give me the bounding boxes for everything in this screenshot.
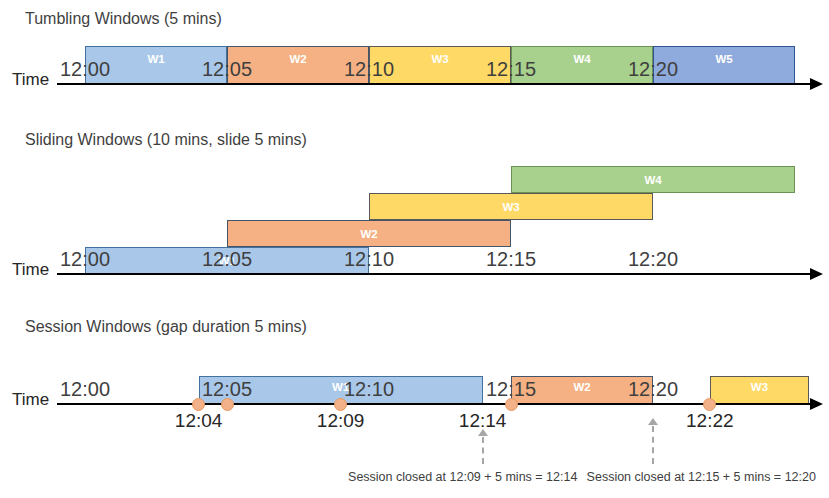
tick-label-1200: 12:00 bbox=[60, 248, 110, 270]
event-dot bbox=[703, 398, 716, 411]
tick-label-1210: 12:10 bbox=[344, 378, 394, 400]
below-line-label-1209: 12:09 bbox=[317, 410, 365, 431]
window-label: W4 bbox=[512, 174, 794, 187]
timeline-arrow-icon bbox=[810, 78, 823, 90]
session-closed-annotation: Session closed at 12:15 + 5 mins = 12:20 bbox=[587, 470, 816, 484]
annotation-arrow-dashed-line bbox=[482, 437, 484, 464]
stream-windowing-diagrams: Tumbling Windows (5 mins) Time Sliding W… bbox=[0, 0, 829, 498]
session-closed-annotation: Session closed at 12:09 + 5 mins = 12:14 bbox=[348, 470, 577, 484]
tick-label-1210: 12:10 bbox=[344, 248, 394, 270]
timeline-arrow-icon bbox=[810, 398, 823, 410]
tumbling-windows-title: Tumbling Windows (5 mins) bbox=[25, 10, 222, 28]
timeline bbox=[57, 83, 812, 85]
annotation-arrow-dashed-line bbox=[652, 426, 654, 464]
tumbling-time-axis-label: Time bbox=[12, 70, 49, 90]
session-time-axis-label: Time bbox=[12, 390, 49, 410]
event-dot bbox=[221, 398, 234, 411]
sliding-time-axis-label: Time bbox=[12, 260, 49, 280]
window-box-w3: W3 bbox=[369, 193, 653, 220]
window-box-w2: W2 bbox=[227, 220, 511, 247]
window-label: W3 bbox=[711, 381, 808, 394]
event-dot bbox=[334, 398, 347, 411]
below-line-label-1222: 12:22 bbox=[686, 410, 734, 431]
window-label: W2 bbox=[228, 228, 510, 241]
window-box-w3: W3 bbox=[710, 376, 809, 404]
tick-label-1205: 12:05 bbox=[202, 58, 252, 80]
tick-label-1205: 12:05 bbox=[202, 248, 252, 270]
sliding-windows-title: Sliding Windows (10 mins, slide 5 mins) bbox=[25, 131, 307, 149]
timeline bbox=[57, 403, 812, 405]
timeline bbox=[57, 273, 812, 275]
window-label: W3 bbox=[370, 201, 652, 214]
tick-label-1220: 12:20 bbox=[628, 248, 678, 270]
event-dot bbox=[192, 398, 205, 411]
below-line-label-1214: 12:14 bbox=[459, 410, 507, 431]
tick-label-1215: 12:15 bbox=[486, 248, 536, 270]
tick-label-1220: 12:20 bbox=[628, 378, 678, 400]
tick-label-1200: 12:00 bbox=[60, 378, 110, 400]
window-box-w4: W4 bbox=[511, 166, 795, 193]
event-dot bbox=[505, 398, 518, 411]
session-windows-title: Session Windows (gap duration 5 mins) bbox=[25, 318, 307, 336]
tick-label-1210: 12:10 bbox=[344, 58, 394, 80]
below-line-label-1204: 12:04 bbox=[175, 410, 223, 431]
tick-label-1215: 12:15 bbox=[486, 58, 536, 80]
annotation-arrow-head-icon bbox=[648, 418, 658, 425]
tick-label-1205: 12:05 bbox=[202, 378, 252, 400]
tick-label-1200: 12:00 bbox=[60, 58, 110, 80]
tick-label-1220: 12:20 bbox=[628, 58, 678, 80]
timeline-arrow-icon bbox=[810, 268, 823, 280]
tick-label-1215: 12:15 bbox=[486, 378, 536, 400]
